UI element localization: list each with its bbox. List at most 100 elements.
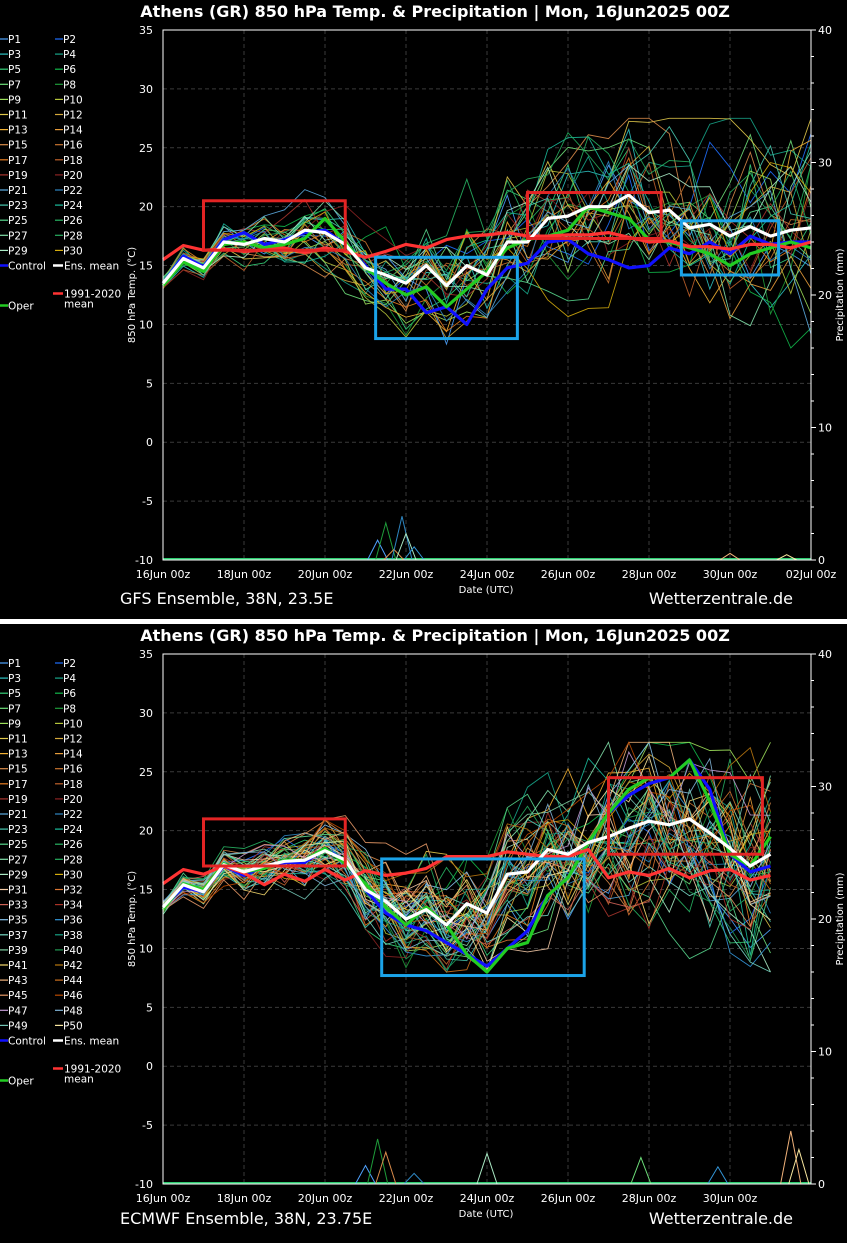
y-tick-label: 20 (139, 201, 153, 214)
legend-item: P35 (8, 915, 28, 927)
precip-spike (391, 516, 413, 561)
x-tick-label: 18Jun 00z (217, 568, 272, 581)
y-tick-label: 10 (139, 942, 153, 955)
y-tick-label: 30 (139, 707, 153, 720)
legend-item: P3 (8, 49, 21, 61)
ensemble-member-line (162, 772, 771, 973)
model-label: GFS Ensemble, 38N, 23.5E (120, 589, 333, 608)
y-tick-label: 35 (139, 648, 153, 661)
legend-item: P16 (63, 140, 83, 152)
legend-item: P18 (63, 779, 83, 791)
model-label: ECMWF Ensemble, 38N, 23.75E (120, 1209, 372, 1228)
legend-item: P27 (8, 854, 28, 866)
blue-highlight-box (380, 857, 586, 978)
precip-spike (719, 552, 741, 561)
y2-axis-label: Precipitation (mm) (835, 872, 846, 965)
ensemble-member-line (162, 117, 812, 295)
legend-item: P13 (8, 749, 28, 761)
y-tick-label: 0 (146, 1060, 153, 1073)
y2-tick-label: 30 (818, 157, 832, 170)
legend-item: P20 (63, 794, 83, 806)
legend-item: P24 (63, 200, 83, 212)
legend-control: Control (8, 1036, 46, 1048)
precip-spike (776, 554, 798, 561)
y-tick-label: -10 (135, 554, 153, 567)
precip-spike (788, 1147, 810, 1185)
y2-axis-label: Precipitation (mm) (835, 248, 846, 341)
legend-item: P47 (8, 1005, 28, 1017)
legend-item: P21 (8, 185, 28, 197)
y-tick-label: -5 (142, 495, 153, 508)
legend-item: P46 (63, 990, 83, 1002)
y2-tick-label: 40 (818, 648, 832, 661)
legend-item: P8 (63, 703, 76, 715)
blue-highlight-box (374, 255, 519, 341)
legend-item: P26 (63, 215, 83, 227)
ensemble-member-line (162, 741, 771, 931)
y-tick-label: 15 (139, 260, 153, 273)
x-tick-label: 24Jun 00z (460, 568, 515, 581)
annotation-boxes (202, 776, 764, 978)
precip-spike (395, 532, 417, 561)
y-tick-label: 30 (139, 83, 153, 96)
x-axis-label: Date (UTC) (459, 1209, 514, 1220)
x-axis-label: Date (UTC) (459, 585, 514, 596)
legend-item: P5 (8, 688, 21, 700)
legend-item: P3 (8, 673, 21, 685)
y2-tick-label: 30 (818, 781, 832, 794)
legend-item: P13 (8, 125, 28, 137)
blue-highlight-box (679, 219, 781, 277)
chart-title: Athens (GR) 850 hPa Temp. & Precipitatio… (140, 2, 730, 22)
legend-item: P17 (8, 779, 28, 791)
ensemble-member-line (162, 162, 812, 318)
legend-item: P10 (63, 94, 83, 106)
legend-item: P43 (8, 975, 28, 987)
x-tick-label: 28Jun 00z (622, 1192, 677, 1205)
legend-item: P26 (63, 839, 83, 851)
x-tick-label: 18Jun 00z (217, 1192, 272, 1205)
gfs-chart-svg: Athens (GR) 850 hPa Temp. & Precipitatio… (0, 2, 846, 608)
y2-tick-label: 20 (818, 289, 832, 302)
x-tick-label: 28Jun 00z (622, 568, 677, 581)
y-tick-label: 25 (139, 766, 153, 779)
x-tick-label: 16Jun 00z (136, 568, 191, 581)
legend-item: P6 (63, 688, 76, 700)
y2-tick-label: 0 (818, 554, 825, 567)
y-tick-label: 0 (146, 436, 153, 449)
ensemble-member-line (162, 776, 771, 947)
source-label: Wetterzentrale.de (649, 1209, 793, 1228)
red-highlight-box (526, 191, 663, 240)
legend-item: P39 (8, 945, 28, 957)
legend-control: Control (8, 261, 46, 273)
legend-item: P20 (63, 170, 83, 182)
legend-item: P22 (63, 185, 83, 197)
legend-item: P2 (63, 34, 76, 46)
x-tick-label: 30Jun 00z (703, 568, 758, 581)
ensemble-member-line (162, 772, 771, 920)
legend-item: P2 (63, 658, 76, 670)
legend-item: P27 (8, 230, 28, 242)
legend-climatology: 1991-2020 (64, 1064, 121, 1076)
legend-item: P15 (8, 764, 28, 776)
legend-item: P50 (63, 1020, 83, 1032)
y2-tick-label: 10 (818, 422, 832, 435)
legend-item: P49 (8, 1020, 28, 1032)
legend-item: P23 (8, 200, 28, 212)
x-tick-label: 22Jun 00z (379, 568, 434, 581)
ensemble-member-line (162, 133, 812, 306)
legend-item: P9 (8, 94, 21, 106)
legend-item: P19 (8, 170, 28, 182)
legend-item: P30 (63, 869, 83, 881)
legend-item: P28 (63, 854, 83, 866)
y2-tick-label: 20 (818, 913, 832, 926)
legend-item: P22 (63, 809, 83, 821)
y-axis-label: 850 hPa Temp. (°C) (127, 247, 138, 343)
ensemble-member-line (162, 131, 812, 285)
legend-item: P15 (8, 140, 28, 152)
ensemble-mean-line (161, 193, 812, 288)
y2-tick-label: 40 (818, 24, 832, 37)
axis-ticks: 35 30 25 20 15 10 5 0 -5 -10 40 30 20 10 0 16Jun 00z 18J… (135, 24, 836, 581)
grid (163, 654, 811, 1184)
legend-item: P11 (8, 734, 28, 746)
legend: P1 P2 P3 P4 P5 P6 P7 P8 P9 P10 P11 P12 P13 P14 P15 P16 P… (0, 34, 121, 313)
